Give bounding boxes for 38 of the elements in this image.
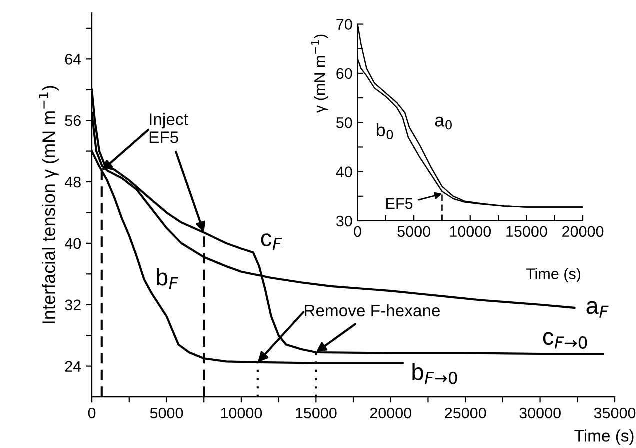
x-tick-label: 20000 [370, 408, 412, 419]
annotation: EF5 [386, 198, 413, 210]
series-label: c$_{F}$ [261, 234, 282, 250]
y-tick-label: 60 [336, 68, 352, 80]
x-tick-label: 15000 [506, 226, 548, 238]
annotation: Remove F-hexane [305, 304, 440, 317]
y-tick-label: 40 [336, 166, 352, 178]
annotation: Inject EF5 [150, 113, 188, 144]
x-tick-label: 10000 [450, 226, 492, 238]
series-label: a$_{F}$ [586, 301, 609, 318]
series-label: a$_{0}$ [435, 116, 452, 130]
y-axis-title: Interfacial tension γ (mN m$^{−1}$) [39, 86, 59, 324]
series-label: b$_{F}$ [156, 268, 178, 290]
y-tick-label: 40 [64, 238, 82, 250]
x-tick-label: 25000 [445, 408, 486, 419]
y-tick-label: 48 [64, 176, 81, 188]
x-tick-label: 35000 [594, 408, 636, 419]
y-tick-label: 64 [65, 54, 82, 65]
x-tick-label: 30000 [520, 408, 561, 419]
annotation: b$_{F→0}$ [412, 363, 458, 384]
y-tick-label: 56 [65, 115, 81, 126]
y-tick-label: 30 [336, 216, 352, 227]
x-tick-label: 10000 [221, 408, 262, 419]
x-tick-label: 5000 [398, 226, 430, 238]
y-tick-label: 32 [65, 300, 81, 311]
y-tick-label: 24 [65, 361, 82, 372]
x-axis-title: Time (s) [526, 268, 581, 282]
series-label: b$_{0}$ [376, 123, 394, 140]
y-axis-title: γ (mN m$^{−1}$) [312, 34, 328, 113]
y-tick-label: 50 [336, 118, 352, 128]
x-axis-title: Time (s) [574, 430, 634, 446]
x-tick-label: 20000 [562, 226, 604, 238]
annotation: c$_{F→0}$ [543, 332, 588, 350]
x-tick-label: 0 [354, 226, 362, 238]
x-tick-label: 5000 [150, 408, 184, 419]
y-tick-label: 70 [336, 19, 352, 30]
x-tick-label: 0 [88, 408, 96, 419]
x-tick-label: 15000 [296, 408, 337, 419]
